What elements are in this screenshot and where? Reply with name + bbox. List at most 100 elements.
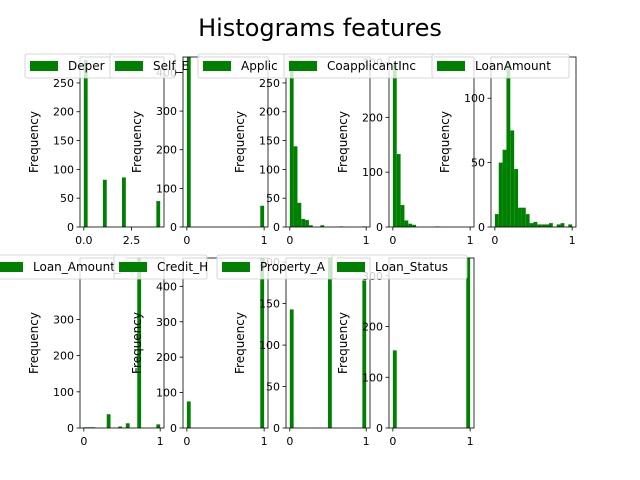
x-tick-label: 1 [467,435,474,448]
histogram-bar [289,59,294,227]
y-tick-label: 200 [362,321,383,334]
histogram-bar [289,309,294,428]
y-axis-label: Frequency [438,111,452,173]
y-tick-label: 0 [273,221,280,234]
histogram-bar [186,57,191,227]
x-tick-label: 1 [569,234,576,247]
y-tick-label: 0 [67,422,74,435]
x-tick-label: 1 [363,435,370,448]
y-tick-label: 200 [53,106,74,119]
legend-swatch [115,61,143,71]
y-axis-label: Frequency [336,312,350,374]
histogram-bar [293,146,298,227]
y-tick-label: 200 [156,144,177,157]
histogram-bar [396,154,401,227]
y-tick-label: 0 [376,422,383,435]
histogram-bar [498,162,503,227]
legend-swatch [0,262,23,272]
histogram-bar [106,414,111,428]
x-tick-label: 0.0 [75,234,93,247]
x-tick-label: 1 [363,234,370,247]
histogram-panel-1: 0.0 2.5 0 50 100 150 200 250 Frequency [27,56,165,247]
y-tick-label: 150 [259,135,280,148]
y-tick-label: 100 [362,371,383,384]
x-tick-label: 0 [183,435,190,448]
y-tick-label: 100 [259,339,280,352]
legend-swatch [289,61,317,71]
legend-label: Credit_H [157,260,208,274]
legend-label: LoanAmount [475,59,551,73]
histogram-bar [533,221,538,227]
y-tick-label: 0 [170,221,177,234]
histogram-bar [118,426,122,428]
legend-9: Loan_Status [331,254,468,280]
histogram-bar [521,207,526,227]
histogram-bar [102,179,107,227]
legend-label: Deper [68,59,105,73]
histogram-bar [260,258,265,428]
legend-label: CoapplicantInc [327,59,416,73]
y-axis-label: Frequency [233,312,247,374]
y-axis-label: Frequency [233,111,247,173]
histogram-bar [125,423,130,428]
y-tick-label: 0 [67,221,74,234]
legend-8: Property_A [216,254,338,280]
x-tick-label: 0 [491,234,498,247]
y-axis-label: Frequency [27,312,41,374]
legend-box [113,254,208,280]
legend-3: Applic [197,53,289,79]
x-tick-label: 1 [467,234,474,247]
histogram-bar [156,424,161,428]
y-tick-label: 0 [273,422,280,435]
x-tick-label: 1 [261,234,268,247]
y-tick-label: 0 [478,221,485,234]
histogram-bar [122,177,126,227]
histogram-bar [506,62,511,228]
histogram-bar [412,224,417,227]
y-tick-label: 0 [170,422,177,435]
y-axis-label: Frequency [130,111,144,173]
histogram-bar [537,224,542,227]
histogram-bar [404,220,409,227]
y-tick-label: 100 [156,387,177,400]
histogram-bar [548,223,553,227]
y-tick-label: 0 [376,221,383,234]
histogram-bar [541,224,546,227]
histogram-bar [137,258,142,428]
axes-frame [388,56,475,228]
y-axis-label: Frequency [336,111,350,173]
axes-frame [388,257,475,429]
y-axis-label: Frequency [130,312,144,374]
legend-2: Self_E [109,53,189,79]
legend-swatch [30,61,58,71]
y-tick-label: 100 [156,182,177,195]
histogram-bar [556,224,561,227]
y-axis-label: Frequency [27,111,41,173]
histogram-bar [297,202,302,227]
histogram-bar [514,169,519,227]
histogram-bar [392,350,397,428]
y-tick-label: 150 [53,135,74,148]
histogram-bar [328,258,332,428]
histogram-bar [494,214,499,227]
y-tick-label: 200 [53,350,74,363]
histogram-bar [308,225,313,227]
legend-swatch [337,262,365,272]
legend-swatch [437,61,465,71]
histogram-bar [545,224,549,227]
histogram-bar [529,223,534,227]
histogram-bar [510,130,515,227]
y-tick-label: 50 [60,192,74,205]
histogram-bar [400,205,405,227]
y-tick-label: 300 [156,316,177,329]
legend-6: Loan_Amount_ [0,254,127,280]
y-tick-label: 100 [53,163,74,176]
y-tick-label: 100 [362,166,383,179]
legend-label: Loan_Amount_ [33,260,122,274]
